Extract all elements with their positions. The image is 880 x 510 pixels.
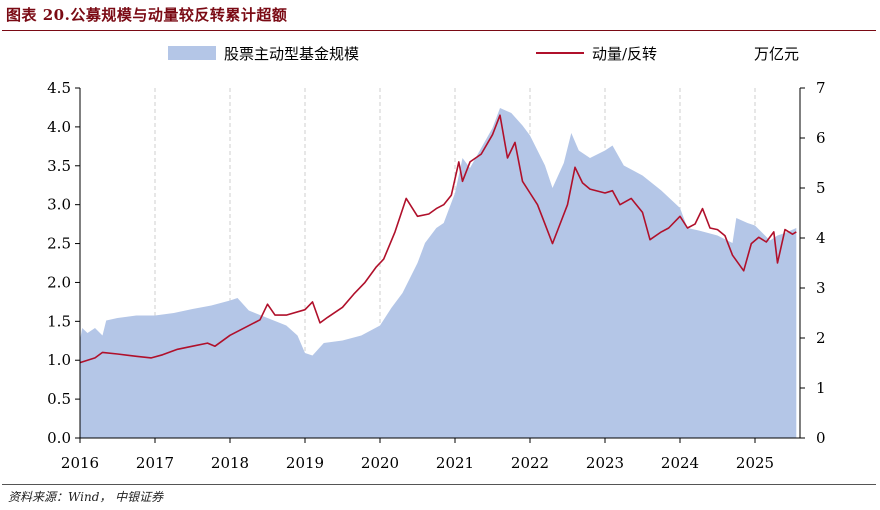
x-tick-label: 2018 — [211, 454, 249, 472]
area-series-fund-scale — [80, 108, 797, 438]
legend: 股票主动型基金规模 动量/反转 万亿元 — [168, 45, 799, 63]
legend-area-label: 股票主动型基金规模 — [224, 45, 359, 63]
right-tick-label: 6 — [816, 129, 826, 147]
right-tick-label: 1 — [816, 379, 826, 397]
right-tick-label: 2 — [816, 329, 826, 347]
x-tick-label: 2017 — [136, 454, 174, 472]
x-tick-label: 2020 — [361, 454, 399, 472]
x-tick-label: 2019 — [286, 454, 324, 472]
x-tick-label: 2024 — [661, 454, 699, 472]
chart-title: 图表 20.公募规模与动量较反转累计超额 — [6, 6, 288, 24]
source-note: 资料来源：Wind， 中银证券 — [8, 490, 164, 504]
left-tick-label: 4.5 — [47, 79, 71, 97]
left-tick-label: 2.5 — [47, 235, 71, 253]
left-tick-label: 2.0 — [47, 273, 71, 291]
x-tick-label: 2025 — [736, 454, 774, 472]
left-tick-label: 1.5 — [47, 312, 71, 330]
left-tick-label: 0.5 — [47, 390, 71, 408]
left-tick-label: 4.0 — [47, 118, 71, 136]
x-tick-label: 2016 — [61, 454, 99, 472]
left-tick-label: 3.5 — [47, 157, 71, 175]
source-divider — [2, 484, 876, 485]
legend-line-label: 动量/反转 — [592, 45, 657, 63]
title-divider — [2, 30, 876, 31]
chart: 0.0 0.5 1.0 1.5 2.0 2.5 3.0 3.5 4.0 4.5 0 1 2 3 4 5 6 7 20… — [47, 45, 825, 472]
left-tick-label: 1.0 — [47, 351, 71, 369]
right-tick-label: 7 — [816, 79, 826, 97]
x-tick-label: 2022 — [511, 454, 549, 472]
right-tick-label: 4 — [816, 229, 826, 247]
legend-area-swatch — [168, 46, 216, 60]
right-tick-label: 5 — [816, 179, 826, 197]
x-tick-label: 2021 — [436, 454, 474, 472]
right-tick-label: 3 — [816, 279, 826, 297]
left-tick-label: 0.0 — [47, 429, 71, 447]
right-tick-label: 0 — [816, 429, 826, 447]
unit-label: 万亿元 — [754, 45, 799, 63]
area-series — [80, 108, 797, 438]
line-series-momentum-reversal — [79, 114, 797, 364]
left-tick-label: 3.0 — [47, 196, 71, 214]
axes: 0.0 0.5 1.0 1.5 2.0 2.5 3.0 3.5 4.0 4.5 0 1 2 3 4 5 6 7 20… — [47, 79, 825, 472]
x-tick-label: 2023 — [586, 454, 624, 472]
line-series — [79, 114, 797, 364]
